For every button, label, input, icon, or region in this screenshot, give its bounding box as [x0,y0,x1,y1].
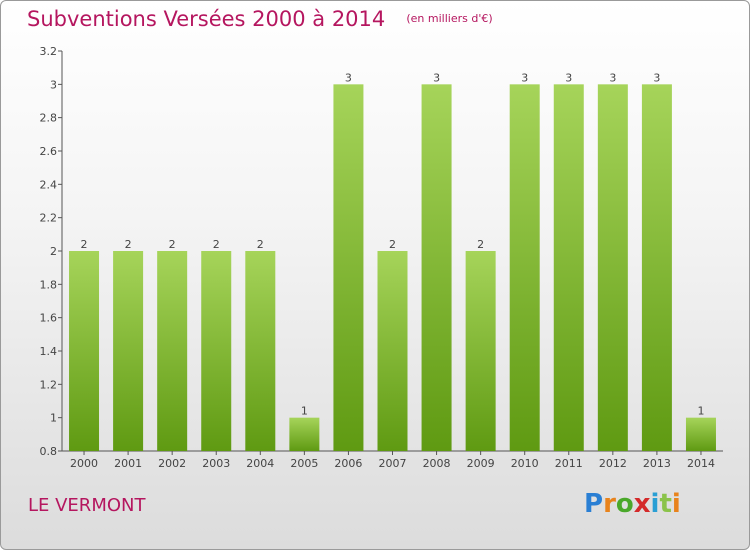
title-row: Subventions Versées 2000 à 2014 (en mill… [27,7,493,31]
y-tick-label: 3 [50,78,57,91]
data-label-2004: 2 [257,238,264,251]
bar-2000 [69,251,100,451]
x-tick-label-2005: 2005 [290,457,318,470]
bar-2006 [333,84,364,451]
chart-axes: 0.8 1 1.2 1.4 1.6 1.8 2 2.2 2.4 2.6 2.8 3 3.2 2000 200… [40,45,723,470]
data-label-2009: 2 [477,238,484,251]
y-tick-label: 1.6 [40,312,58,325]
y-tick-label: 1.4 [40,345,58,358]
data-label-2003: 2 [213,238,220,251]
data-label-2010: 3 [521,71,528,84]
brand-logo: Proxiti [584,489,681,519]
data-label-2008: 3 [433,71,440,84]
y-tick-label: 2.4 [40,178,58,191]
y-tick-label: 1 [50,412,57,425]
data-label-2002: 2 [169,238,176,251]
bar-2014 [685,417,716,451]
x-tick-label-2002: 2002 [158,457,186,470]
data-label-2013: 3 [653,71,660,84]
y-tick-label: 2.2 [40,212,58,225]
x-tick-label-2014: 2014 [687,457,715,470]
data-label-2005: 1 [301,405,308,418]
bar-2005 [289,417,320,451]
bar-2002 [157,251,188,451]
data-label-2012: 3 [609,71,616,84]
chart-bars [69,84,716,451]
x-tick-label-2013: 2013 [643,457,671,470]
data-label-2007: 2 [389,238,396,251]
bar-2007 [377,251,408,451]
x-tick-label-2004: 2004 [246,457,274,470]
data-label-2011: 3 [565,71,572,84]
x-tick-label-2009: 2009 [467,457,495,470]
bar-2011 [553,84,584,451]
y-tick-label: 1.8 [40,278,58,291]
bar-2003 [201,251,232,451]
bar-2012 [597,84,628,451]
y-tick-label: 1.2 [40,378,58,391]
data-label-2001: 2 [125,238,132,251]
data-label-2000: 2 [81,238,88,251]
data-label-2014: 1 [697,405,704,418]
y-tick-label: 2 [50,245,57,258]
x-tick-label-2007: 2007 [379,457,407,470]
x-tick-label-2001: 2001 [114,457,142,470]
chart-subtitle: (en milliers d'€) [406,12,493,25]
chart-title: Subventions Versées 2000 à 2014 [27,7,386,31]
x-tick-label-2010: 2010 [511,457,539,470]
y-tick-label: 3.2 [40,45,58,58]
x-tick-label-2003: 2003 [202,457,230,470]
x-tick-label-2006: 2006 [334,457,362,470]
data-label-2006: 3 [345,71,352,84]
chart-labels: 2 2 2 2 2 1 3 2 3 2 3 3 3 3 1 [81,71,705,417]
x-tick-label-2011: 2011 [555,457,583,470]
x-tick-label-2000: 2000 [70,457,98,470]
y-tick-label: 0.8 [40,445,58,458]
bar-2001 [113,251,144,451]
bar-2008 [421,84,452,451]
y-tick-label: 2.8 [40,112,58,125]
location-label: LE VERMONT [28,495,146,516]
y-tick-label: 2.6 [40,145,58,158]
bar-2009 [465,251,496,451]
x-tick-label-2008: 2008 [423,457,451,470]
bar-2010 [509,84,540,451]
bar-2013 [641,84,672,451]
x-tick-label-2012: 2012 [599,457,627,470]
bar-2004 [245,251,276,451]
